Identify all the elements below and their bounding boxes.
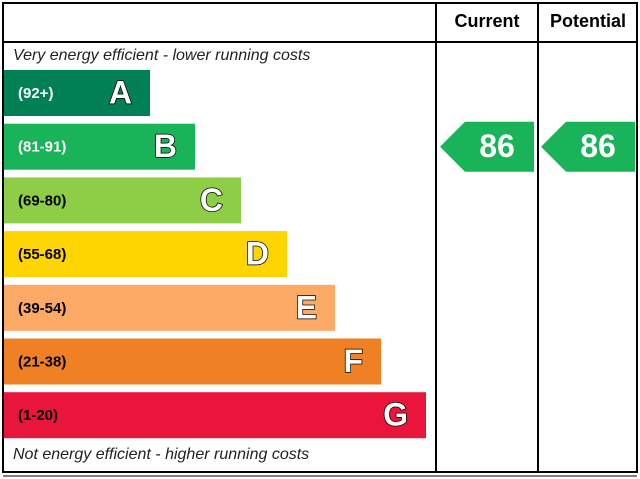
band-bar	[4, 70, 150, 116]
band-range: (1-20)	[18, 407, 58, 424]
bottom-note: Not energy efficient - higher running co…	[13, 446, 309, 463]
band-bar	[4, 284, 335, 331]
current-rating: 86	[479, 128, 515, 164]
band-range: (39-54)	[18, 300, 66, 317]
band-range: (92+)	[18, 85, 53, 102]
band-letter: B	[154, 128, 177, 164]
band-bar	[4, 338, 381, 385]
band-bar	[4, 123, 195, 170]
band-letter: E	[296, 289, 317, 325]
band-range: (55-68)	[18, 246, 66, 263]
frame	[2, 2, 638, 473]
top-note: Very energy efficient - lower running co…	[13, 47, 310, 64]
band-letter: F	[343, 343, 363, 379]
potential-rating: 86	[580, 128, 616, 164]
band-letter: A	[109, 74, 132, 110]
band-bar	[4, 177, 241, 224]
current-header: Current	[454, 11, 519, 31]
band-letter: C	[200, 182, 223, 218]
band-letter: D	[246, 236, 269, 272]
band-range: (81-91)	[18, 139, 66, 156]
band-bar	[4, 231, 287, 278]
band-range: (69-80)	[18, 192, 66, 209]
current-arrow	[440, 121, 534, 172]
band-range: (21-38)	[18, 353, 66, 370]
band-letter: G	[383, 397, 408, 433]
potential-arrow	[541, 121, 635, 172]
band-bar	[4, 392, 426, 439]
potential-header: Potential	[550, 11, 626, 31]
